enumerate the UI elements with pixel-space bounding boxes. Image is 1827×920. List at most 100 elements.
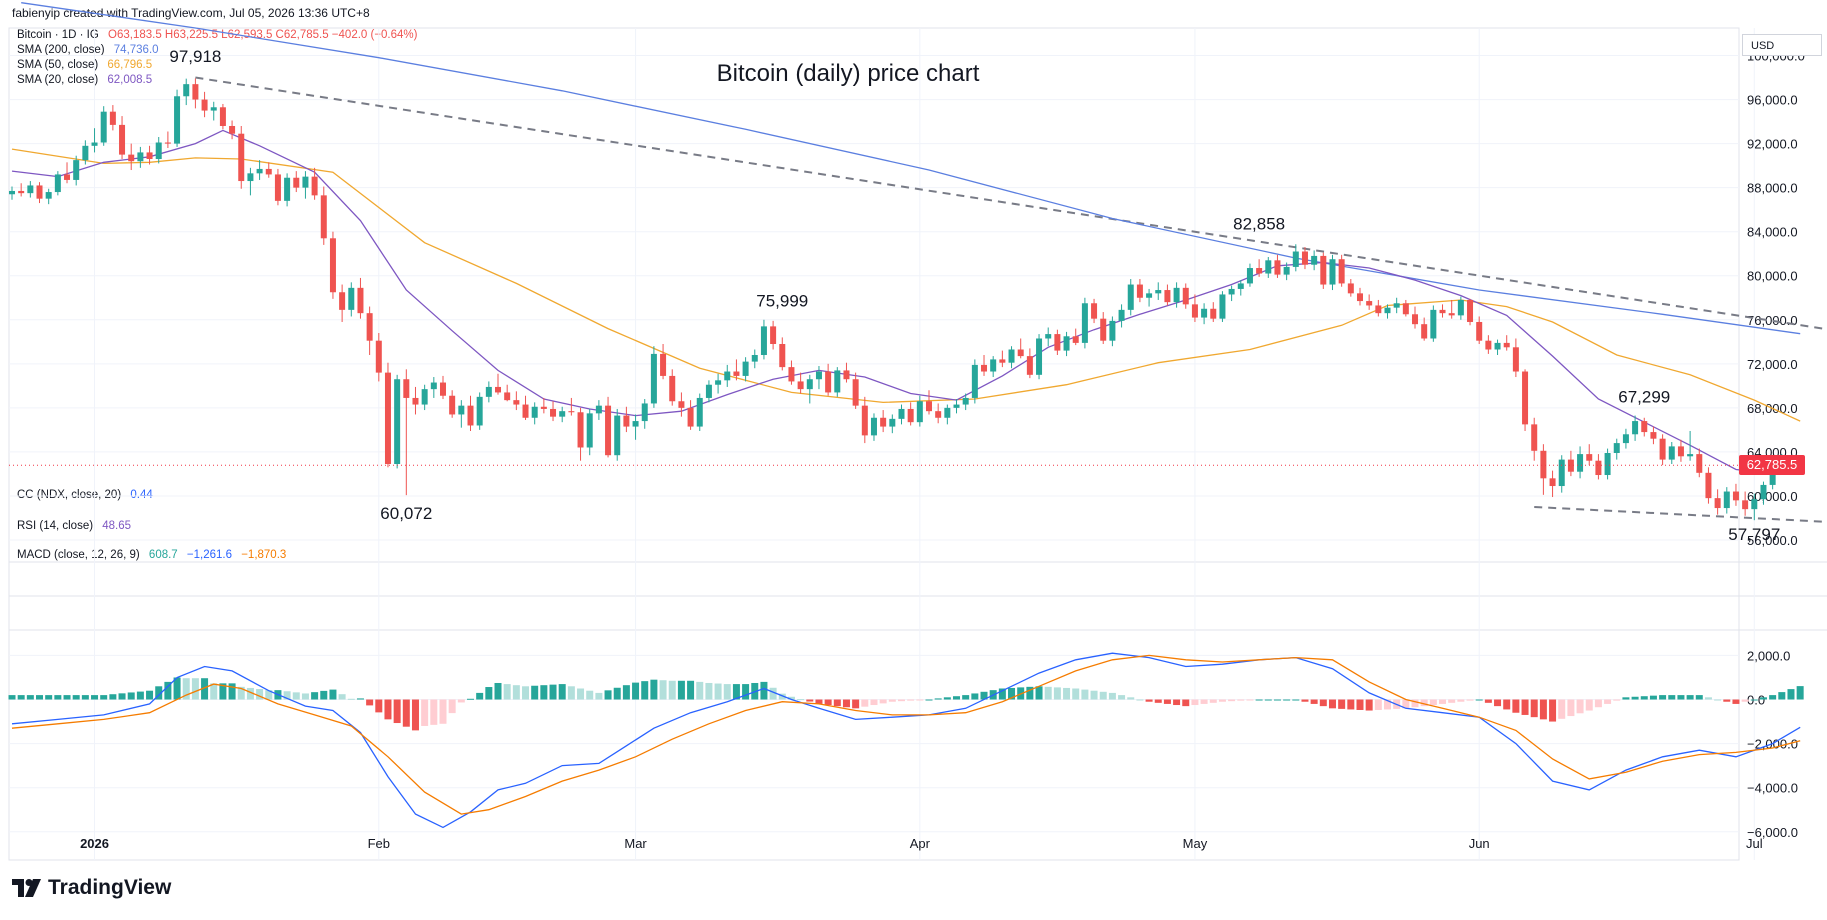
sma20-legend[interactable]: SMA (20, close) 62,008.5	[17, 74, 152, 86]
price-tick-label: 60,000.0	[1747, 489, 1798, 504]
candle-body	[1760, 484, 1767, 500]
candle-body	[357, 287, 364, 314]
candle-body	[1742, 500, 1749, 510]
cc-value: 0.44	[130, 489, 153, 501]
candle-body	[1366, 301, 1373, 306]
candle-body	[953, 404, 960, 408]
macd-histogram-bar	[1402, 699, 1410, 709]
brand-name: TradingView	[48, 876, 172, 899]
macd-histogram-bar	[237, 686, 245, 700]
macd-histogram-bar	[127, 692, 135, 700]
candle-body	[1705, 472, 1712, 499]
candle-body	[265, 168, 272, 175]
time-axis-label: Apr	[910, 836, 931, 851]
candle-body	[926, 401, 932, 412]
candle-body	[210, 107, 217, 111]
sma200-legend[interactable]: SMA (200, close) 74,736.0	[17, 44, 159, 56]
tradingview-logo[interactable]: TradingView	[12, 876, 171, 900]
candle-body	[1283, 266, 1290, 275]
macd-histogram-bar	[173, 677, 181, 700]
candle-body	[815, 371, 822, 380]
candle-body	[64, 174, 71, 180]
candle-body	[1595, 460, 1602, 476]
macd-histogram-bar	[962, 695, 970, 700]
sma20-value: 62,008.5	[107, 74, 153, 86]
macd-histogram-bar	[696, 681, 704, 700]
candle-body	[843, 370, 850, 380]
cc-legend[interactable]: CC (NDX, close, 20) 0.44	[17, 489, 153, 501]
symbol-legend[interactable]: Bitcoin · 1D · IG O63,183.5 H63,225.5 L6…	[17, 29, 417, 41]
price-annotation: 75,999	[756, 292, 808, 311]
candle-body	[1146, 293, 1153, 298]
candle-body	[27, 185, 34, 194]
macd-histogram-bar	[943, 697, 951, 700]
candle-body	[1054, 334, 1061, 351]
macd-histogram-bar	[586, 690, 594, 700]
macd-histogram-bar	[467, 698, 474, 700]
candle-body	[458, 405, 465, 415]
macd-signal-line	[11, 654, 1801, 815]
macd-histogram-bar	[1026, 686, 1034, 700]
macd-histogram-bar	[1594, 699, 1602, 708]
candle-body	[1100, 318, 1107, 341]
candle-body	[1457, 299, 1464, 316]
symbol-name: Bitcoin · 1D · IG	[17, 29, 99, 41]
macd-histogram-bar	[1008, 687, 1016, 700]
candle-body	[1577, 454, 1584, 472]
macd-histogram-bar	[1374, 699, 1382, 710]
candle-body	[192, 84, 199, 100]
macd-histogram-bar	[1118, 695, 1126, 700]
candle-body	[733, 371, 740, 376]
macd-histogram-bar	[1420, 699, 1428, 707]
macd-histogram-bar	[1613, 699, 1621, 701]
macd-histogram-bar	[769, 687, 777, 700]
macd-histogram-bar	[1099, 691, 1107, 700]
sma50-legend[interactable]: SMA (50, close) 66,796.5	[17, 59, 152, 71]
macd-histogram-bar	[1567, 699, 1575, 717]
macd-histogram-bar	[1136, 699, 1144, 701]
candle-body	[467, 405, 474, 426]
candle-body	[73, 160, 80, 180]
candle-body	[1512, 347, 1519, 372]
candle-body	[504, 392, 511, 401]
candle-body	[1659, 438, 1666, 460]
macd-histogram-bar	[815, 699, 823, 704]
macd-histogram-bar	[201, 678, 209, 700]
macd-histogram-bar	[219, 683, 227, 700]
macd-histogram-bar	[256, 689, 264, 700]
macd-hist-value: 608.7	[148, 549, 178, 561]
candle-body	[559, 411, 566, 417]
macd-histogram-bar	[1200, 699, 1208, 704]
candle-body	[522, 404, 529, 418]
macd-histogram-bar	[448, 699, 456, 714]
candle-body	[229, 125, 236, 134]
candle-body	[742, 361, 749, 376]
candle-body	[889, 418, 896, 427]
candle-body	[1164, 290, 1171, 303]
macd-histogram-bar	[861, 699, 869, 707]
macd-legend[interactable]: MACD (close, 12, 26, 9) 608.7 −1,261.6 −…	[17, 549, 286, 561]
candle-body	[1687, 454, 1694, 457]
candle-body	[421, 389, 428, 405]
trendline	[195, 76, 1827, 331]
candle-body	[137, 152, 144, 162]
macd-histogram-bar	[1127, 697, 1135, 700]
candle-body	[990, 359, 997, 372]
macd-histogram-bar	[1429, 699, 1437, 706]
candle-body	[568, 411, 575, 413]
macd-histogram-bar	[191, 678, 199, 700]
candle-body	[650, 353, 657, 404]
price-tick-label: 76,000.0	[1747, 313, 1798, 328]
rsi-legend[interactable]: RSI (14, close) 48.65	[17, 520, 131, 532]
candle-body	[751, 355, 758, 362]
macd-histogram-bar	[457, 699, 465, 703]
macd-histogram-bar	[81, 695, 89, 700]
macd-histogram-bar	[384, 699, 392, 720]
macd-histogram-bar	[1750, 699, 1758, 701]
currency-selector[interactable]: USD	[1742, 34, 1822, 56]
macd-histogram-bar	[567, 686, 575, 700]
macd-histogram-bar	[1356, 699, 1364, 710]
candle-body	[614, 415, 621, 456]
macd-histogram-bar	[595, 692, 603, 700]
